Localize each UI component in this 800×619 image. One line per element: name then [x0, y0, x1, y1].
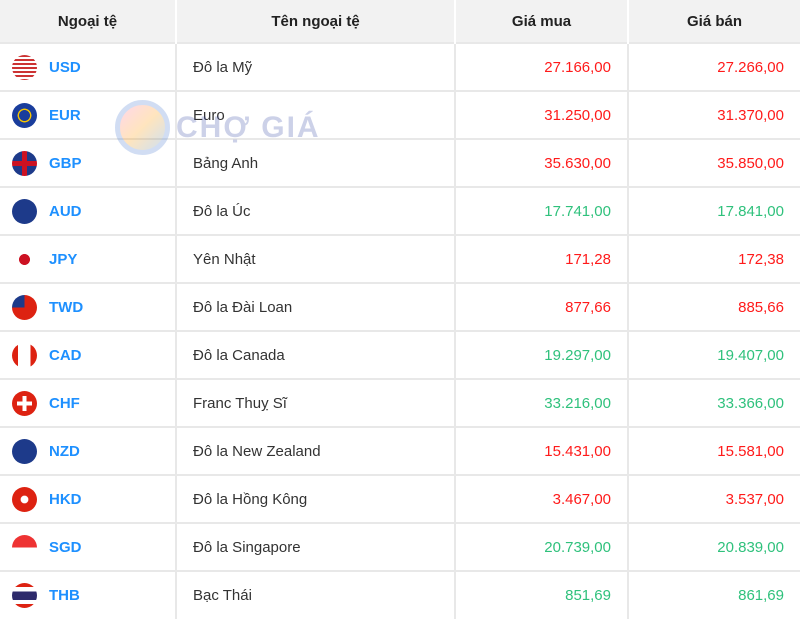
currency-code[interactable]: TWD: [49, 298, 84, 316]
currency-code[interactable]: THB: [49, 587, 80, 604]
table-header: Ngoại tệ Tên ngoại tệ Giá mua Giá bán: [0, 0, 800, 43]
canada-flag-icon: [12, 342, 37, 368]
currency-code-cell: NZD: [0, 426, 177, 475]
currency-name: Đô la Hồng Kông: [176, 474, 456, 523]
header-sell-price[interactable]: Giá bán: [628, 0, 800, 43]
header-currency-code[interactable]: Ngoại tệ: [0, 0, 177, 43]
sell-price: 31.370,00: [628, 90, 800, 139]
currency-code[interactable]: JPY: [49, 250, 78, 268]
currency-code-cell: EUR: [0, 90, 177, 139]
sell-price: 3.537,00: [628, 474, 800, 523]
currency-code[interactable]: USD: [49, 58, 81, 76]
swiss-flag-icon: [12, 390, 37, 416]
currency-name: Euro: [176, 90, 456, 139]
sell-price: 15.581,00: [628, 426, 800, 475]
currency-name: Đô la Singapore: [176, 522, 456, 571]
currency-code[interactable]: GBP: [49, 154, 82, 172]
currency-name: Đô la Đài Loan: [176, 282, 456, 331]
currency-code-cell: AUD: [0, 186, 177, 235]
buy-price: 19.297,00: [455, 330, 629, 379]
singapore-flag-icon: [12, 534, 37, 560]
table-row[interactable]: JPY Yên Nhật 171,28 172,38: [0, 234, 800, 283]
currency-code-cell: SGD: [0, 522, 177, 571]
sell-price: 33.366,00: [628, 378, 800, 427]
sell-price: 19.407,00: [628, 330, 800, 379]
eu-flag-icon: [12, 102, 37, 128]
currency-code[interactable]: CAD: [49, 346, 82, 364]
sell-price: 27.266,00: [628, 42, 800, 91]
currency-code[interactable]: NZD: [49, 442, 80, 460]
currency-name: Bạc Thái: [176, 570, 456, 619]
table-row[interactable]: GBP Bảng Anh 35.630,00 35.850,00: [0, 138, 800, 187]
currency-code-cell: THB: [0, 570, 177, 619]
currency-code-cell: HKD: [0, 474, 177, 523]
currency-code[interactable]: EUR: [49, 106, 81, 124]
table-row[interactable]: EUR Euro 31.250,00 31.370,00: [0, 90, 800, 139]
currency-code[interactable]: SGD: [49, 538, 82, 556]
buy-price: 851,69: [455, 570, 629, 619]
table-row[interactable]: TWD Đô la Đài Loan 877,66 885,66: [0, 282, 800, 331]
buy-price: 27.166,00: [455, 42, 629, 91]
hong-kong-flag-icon: [12, 486, 37, 512]
currency-code[interactable]: AUD: [49, 202, 82, 220]
currency-code-cell: GBP: [0, 138, 177, 187]
currency-name: Đô la Canada: [176, 330, 456, 379]
uk-flag-icon: [12, 150, 37, 176]
currency-name: Yên Nhật: [176, 234, 456, 283]
japan-flag-icon: [12, 246, 37, 272]
table-row[interactable]: CHF Franc Thuỵ Sĩ 33.216,00 33.366,00: [0, 378, 800, 427]
australia-flag-icon: [12, 198, 37, 224]
table-row[interactable]: THB Bạc Thái 851,69 861,69: [0, 570, 800, 619]
buy-price: 20.739,00: [455, 522, 629, 571]
buy-price: 877,66: [455, 282, 629, 331]
sell-price: 35.850,00: [628, 138, 800, 187]
buy-price: 171,28: [455, 234, 629, 283]
sell-price: 861,69: [628, 570, 800, 619]
currency-code-cell: CAD: [0, 330, 177, 379]
new-zealand-flag-icon: [12, 438, 37, 464]
sell-price: 885,66: [628, 282, 800, 331]
usa-flag-icon: [12, 54, 37, 80]
buy-price: 3.467,00: [455, 474, 629, 523]
currency-name: Bảng Anh: [176, 138, 456, 187]
buy-price: 15.431,00: [455, 426, 629, 475]
currency-name: Franc Thuỵ Sĩ: [176, 378, 456, 427]
sell-price: 17.841,00: [628, 186, 800, 235]
currency-name: Đô la New Zealand: [176, 426, 456, 475]
buy-price: 17.741,00: [455, 186, 629, 235]
buy-price: 35.630,00: [455, 138, 629, 187]
thailand-flag-icon: [12, 583, 37, 608]
table-row[interactable]: AUD Đô la Úc 17.741,00 17.841,00: [0, 186, 800, 235]
currency-code-cell: JPY: [0, 234, 177, 283]
table-row[interactable]: USD Đô la Mỹ 27.166,00 27.266,00: [0, 42, 800, 91]
sell-price: 20.839,00: [628, 522, 800, 571]
table-row[interactable]: NZD Đô la New Zealand 15.431,00 15.581,0…: [0, 426, 800, 475]
table-row[interactable]: SGD Đô la Singapore 20.739,00 20.839,00: [0, 522, 800, 571]
currency-code-cell: USD: [0, 42, 177, 91]
currency-name: Đô la Mỹ: [176, 42, 456, 91]
header-currency-name[interactable]: Tên ngoại tệ: [176, 0, 456, 43]
currency-code-cell: TWD: [0, 282, 177, 331]
table-row[interactable]: CAD Đô la Canada 19.297,00 19.407,00: [0, 330, 800, 379]
currency-code[interactable]: CHF: [49, 394, 80, 412]
currency-code-cell: CHF: [0, 378, 177, 427]
sell-price: 172,38: [628, 234, 800, 283]
currency-name: Đô la Úc: [176, 186, 456, 235]
buy-price: 31.250,00: [455, 90, 629, 139]
currency-code[interactable]: HKD: [49, 490, 82, 508]
buy-price: 33.216,00: [455, 378, 629, 427]
taiwan-flag-icon: [12, 294, 37, 320]
table-row[interactable]: HKD Đô la Hồng Kông 3.467,00 3.537,00: [0, 474, 800, 523]
header-buy-price[interactable]: Giá mua: [455, 0, 629, 43]
